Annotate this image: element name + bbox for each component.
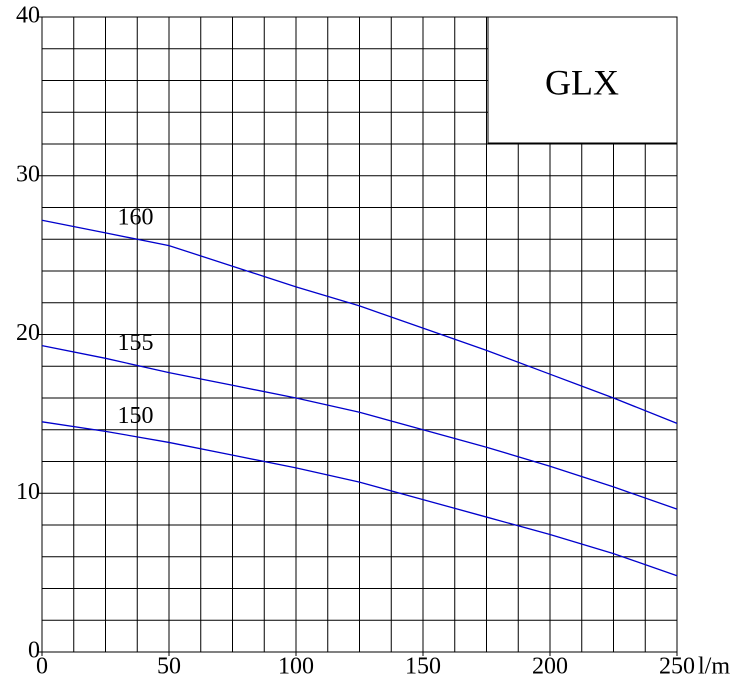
x-tick-label: 100 — [278, 654, 314, 680]
curve — [41, 344, 678, 510]
curve — [41, 219, 678, 425]
curve-label: 150 — [118, 403, 154, 429]
x-tick-label: 50 — [157, 654, 181, 680]
chart-title: GLX — [545, 62, 619, 102]
x-tick-label: 200 — [532, 654, 568, 680]
x-tick-label: 150 — [405, 654, 441, 680]
x-tick-label: 250 — [659, 654, 695, 680]
curve-label: 160 — [118, 204, 154, 230]
curve-label: 155 — [118, 330, 154, 356]
x-tick-label: 0 — [36, 654, 48, 680]
y-tick-label: 40 — [16, 3, 40, 29]
title-box — [487, 16, 678, 144]
y-tick-label: 10 — [16, 479, 40, 505]
y-tick-label: 0 — [28, 638, 40, 664]
y-tick-label: 30 — [16, 161, 40, 187]
x-unit: l/m — [698, 654, 730, 680]
y-tick-label: 20 — [16, 320, 40, 346]
curve — [41, 421, 678, 577]
